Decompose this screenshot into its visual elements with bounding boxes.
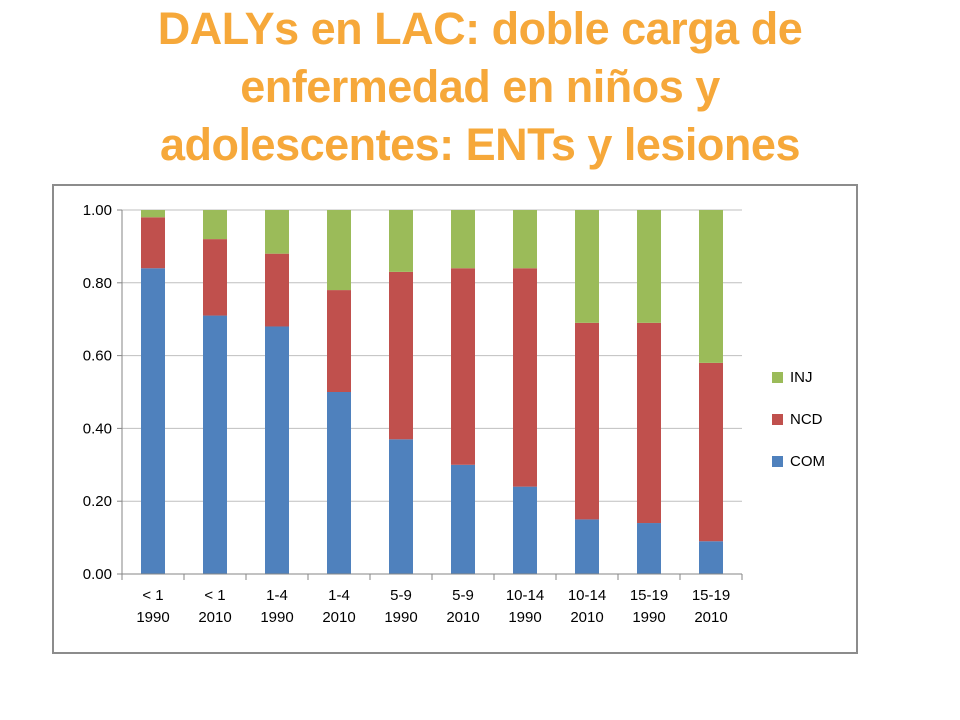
title-line-1: DALYs en LAC: doble carga de: [157, 3, 803, 54]
bar-ncd-2: [265, 253, 289, 327]
bar-com-1: [203, 315, 227, 574]
x-tick-label: 1990: [384, 609, 417, 626]
x-tick-label: 2010: [322, 609, 355, 626]
bars: [141, 210, 723, 574]
x-tick-labels: < 1 1990 < 1 2010 1-4 1990 1-4 2010 5-9 1990 5-9 20…: [136, 587, 730, 626]
bar-inj-8: [637, 210, 661, 323]
bar-com-6: [513, 486, 537, 574]
bar-com-5: [451, 464, 475, 574]
x-tick-label: 2010: [446, 609, 479, 626]
x-tick-label: 1990: [260, 609, 293, 626]
legend-label-ncd: NCD: [790, 411, 823, 428]
x-tick-label: 15-19: [630, 587, 668, 604]
bar-inj-2: [265, 210, 289, 254]
bar-inj-4: [389, 210, 413, 272]
x-tick-label: < 1: [142, 587, 163, 604]
x-tick-label: 10-14: [568, 587, 606, 604]
y-tick-label: 0.80: [83, 275, 112, 292]
bar-inj-7: [575, 210, 599, 323]
x-tick-label: 2010: [570, 609, 603, 626]
y-tick-label: 0.40: [83, 420, 112, 437]
x-tick-label: 1-4: [266, 587, 288, 604]
bar-inj-9: [699, 210, 723, 363]
bar-com-0: [141, 268, 165, 574]
x-tick-label: 1990: [508, 609, 541, 626]
y-tick-label: 1.00: [83, 202, 112, 219]
x-tick-label: < 1: [204, 587, 225, 604]
bar-ncd-7: [575, 322, 599, 520]
bar-ncd-5: [451, 268, 475, 465]
chart-frame: 0.00 0.20 0.40 0.60 0.80 1.00 < 1 1990 < 1 2010 1…: [52, 184, 858, 654]
y-tick-label: 0.20: [83, 493, 112, 510]
slide-title: DALYs en LAC: doble carga de enfermedad …: [0, 0, 960, 174]
bar-ncd-0: [141, 217, 165, 269]
legend-label-com: COM: [790, 453, 825, 470]
y-tick-labels: 0.00 0.20 0.40 0.60 0.80 1.00: [83, 202, 112, 583]
y-tick-label: 0.60: [83, 348, 112, 365]
x-tick-label: 15-19: [692, 587, 730, 604]
title-line-3: adolescentes: ENTs y lesiones: [160, 119, 800, 170]
y-tick-label: 0.00: [83, 566, 112, 583]
legend-label-inj: INJ: [790, 369, 813, 386]
bar-com-8: [637, 523, 661, 574]
bar-inj-6: [513, 210, 537, 269]
bar-ncd-4: [389, 271, 413, 440]
bar-inj-0: [141, 210, 165, 218]
legend-swatch-com: [772, 456, 783, 467]
bar-ncd-9: [699, 362, 723, 542]
bar-inj-1: [203, 210, 227, 240]
bar-com-2: [265, 326, 289, 574]
x-tick-label: 2010: [694, 609, 727, 626]
bar-com-4: [389, 439, 413, 574]
axes: [117, 209, 743, 580]
bar-inj-5: [451, 210, 475, 269]
x-tick-label: 1-4: [328, 587, 350, 604]
x-tick-label: 1990: [632, 609, 665, 626]
bar-ncd-8: [637, 322, 661, 524]
bar-ncd-6: [513, 268, 537, 487]
bar-com-9: [699, 541, 723, 574]
x-tick-label: 2010: [198, 609, 231, 626]
bar-ncd-3: [327, 290, 351, 392]
x-tick-label: 5-9: [390, 587, 412, 604]
bar-com-7: [575, 519, 599, 574]
stacked-bar-chart: 0.00 0.20 0.40 0.60 0.80 1.00 < 1 1990 < 1 2010 1…: [83, 202, 825, 626]
x-tick-label: 5-9: [452, 587, 474, 604]
x-tick-label: 10-14: [506, 587, 544, 604]
legend: INJ NCD COM: [772, 369, 825, 470]
legend-swatch-inj: [772, 372, 783, 383]
bar-inj-3: [327, 210, 351, 291]
x-tick-label: 1990: [136, 609, 169, 626]
bar-com-3: [327, 392, 351, 574]
legend-swatch-ncd: [772, 414, 783, 425]
title-line-2: enfermedad en niños y: [240, 61, 720, 112]
bar-ncd-1: [203, 239, 227, 316]
